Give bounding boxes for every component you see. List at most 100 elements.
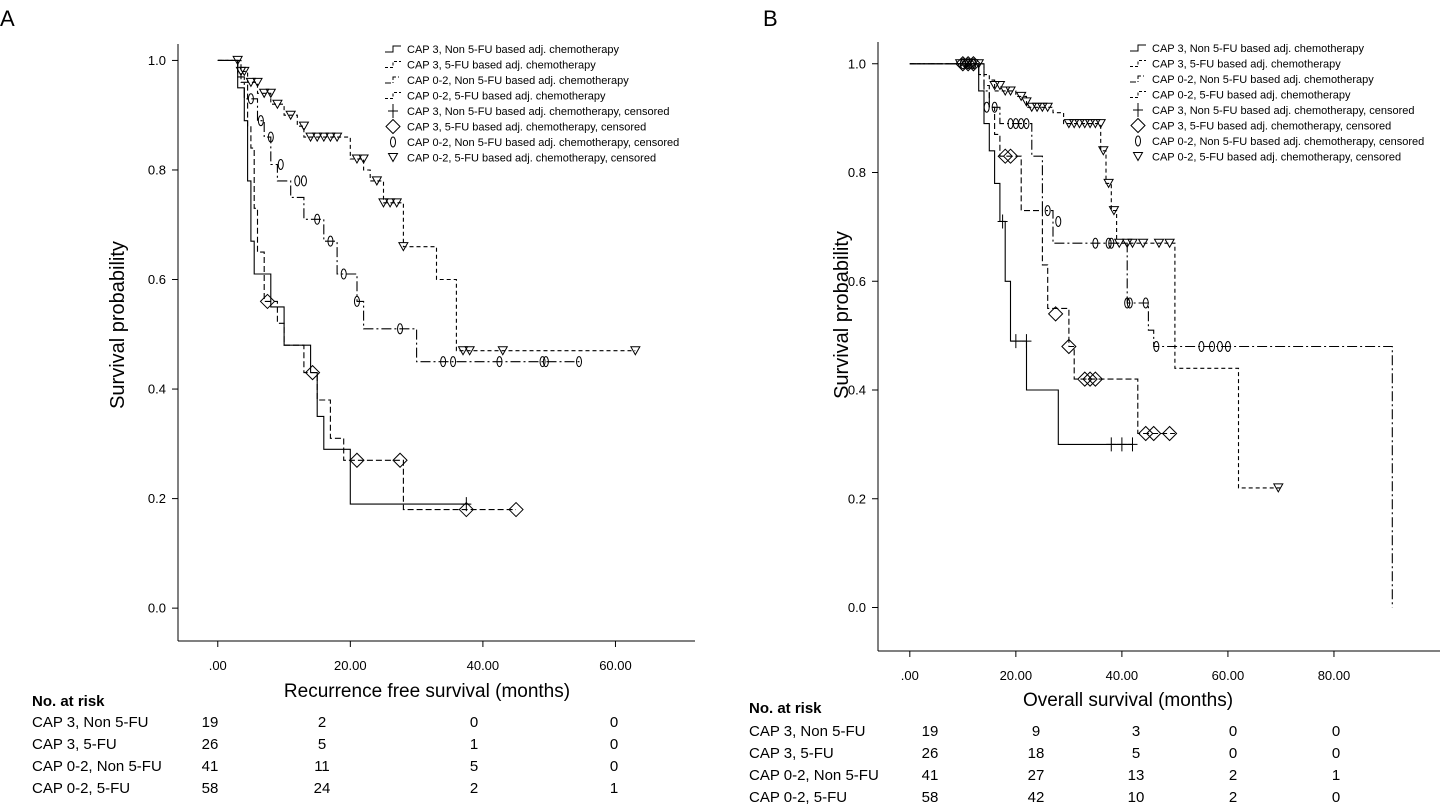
panel-b-series-2-censor-mark bbox=[997, 148, 1013, 164]
panel-a-series-4-censor-mark bbox=[629, 346, 641, 356]
panel-a-risk-cell: 0 bbox=[610, 758, 618, 775]
panel-b-series-4-censor-mark bbox=[1272, 483, 1284, 493]
panel-a-series-4-censor-mark bbox=[272, 99, 283, 110]
panel-a-series-3-censor-mark bbox=[257, 115, 264, 127]
panel-a-series-4-censor-mark bbox=[351, 154, 363, 165]
panel-a-y-tick-label: 1.0 bbox=[148, 53, 166, 68]
panel-a-legend-label: CAP 0-2, Non 5-FU based adj. chemotherap… bbox=[407, 137, 679, 149]
panel-b-series-4-censor-mark bbox=[1164, 238, 1175, 249]
panel-a-series-4-censor-mark bbox=[258, 88, 270, 99]
panel-b-x-label: Overall survival (months) bbox=[1023, 690, 1233, 711]
panel-b-series-4-censor-mark bbox=[1079, 119, 1091, 129]
panel-b-series-4-censor-mark bbox=[1103, 178, 1114, 189]
panel-a-series-4-censor-mark bbox=[238, 66, 250, 77]
panel-b-risk-row-label: CAP 0-2, Non 5-FU bbox=[749, 767, 879, 784]
panel-a-series-3-censor-mark bbox=[542, 356, 549, 368]
panel-b-risk-cell: 42 bbox=[1028, 789, 1045, 806]
panel-b-risk-row-label: CAP 3, 5-FU bbox=[749, 745, 834, 762]
panel-b-series-4-censor-mark bbox=[1037, 102, 1048, 113]
panel-a-risk-cell: 0 bbox=[610, 714, 618, 731]
panel-a-series-4-censor-mark bbox=[232, 55, 244, 66]
panel-a-series-3-censor-mark bbox=[539, 356, 546, 368]
panel-a-series-4-censor-mark bbox=[358, 154, 369, 165]
panel-b-risk-cell: 1 bbox=[1332, 767, 1340, 784]
panel-b-y-tick-label: 1.0 bbox=[848, 56, 866, 71]
panel-b-risk-cell: 19 bbox=[922, 723, 939, 740]
panel-b-series-3-censor-mark bbox=[1142, 297, 1149, 309]
panel-a-series-2-censor-mark bbox=[508, 501, 524, 518]
panel-b-series-4-censor-mark bbox=[973, 59, 985, 69]
panel-b-series-4-censor-mark bbox=[1068, 119, 1080, 129]
panel-b-series-4-censor-mark bbox=[1108, 206, 1120, 216]
panel-b-series-4-censor-mark bbox=[1042, 102, 1054, 113]
panel-b-series-4-censor-mark bbox=[962, 59, 974, 69]
panel-b-x-tick-label: 20.00 bbox=[1000, 668, 1033, 683]
panel-b-risk-row-label: CAP 3, Non 5-FU bbox=[749, 723, 865, 740]
panel-a-y-tick-label: 0.4 bbox=[148, 382, 166, 397]
panel-a-series-4-censor-mark bbox=[265, 88, 277, 99]
panel-a-risk-cell: 11 bbox=[314, 758, 330, 775]
panel-a-risk-cell: 41 bbox=[202, 758, 219, 775]
panel-a-legend-symbol bbox=[388, 104, 398, 118]
panel-b-series-3-censor-mark bbox=[1023, 118, 1030, 130]
panel-a-series-3-censor-mark bbox=[450, 356, 457, 368]
panel-a-risk-row-label: CAP 0-2, 5-FU bbox=[32, 780, 130, 797]
panel-b-legend-label: CAP 3, 5-FU based adj. chemotherapy bbox=[1152, 59, 1341, 71]
panel-b-legend-symbol bbox=[1130, 117, 1146, 134]
panel-b-series-3-censor-mark bbox=[983, 101, 990, 113]
panel-b-x-tick-label: .00 bbox=[901, 668, 919, 683]
panel-b-series-4-censor-mark bbox=[1015, 91, 1027, 102]
panel-b-x-tick-label: 40.00 bbox=[1106, 668, 1139, 683]
panel-a-y-tick-label: 0.2 bbox=[148, 491, 166, 506]
panel-a-series-3-censor-mark bbox=[327, 235, 334, 247]
panel-b-y-tick-label: 0.4 bbox=[848, 383, 866, 398]
panel-a-legend-symbol bbox=[390, 136, 396, 148]
panel-b-y-tick-label: 0.2 bbox=[848, 491, 866, 506]
panel-a-legend-label: CAP 3, 5-FU based adj. chemotherapy bbox=[407, 60, 596, 72]
panel-a-series-4-censor-mark bbox=[497, 346, 509, 356]
panel-b-legend-symbol bbox=[1133, 103, 1143, 117]
panel-a-legend-label: CAP 0-2, 5-FU based adj. chemotherapy, c… bbox=[407, 153, 656, 165]
panel-b-series-4-censor-mark bbox=[999, 86, 1011, 96]
panel-b-series-3-censor-mark bbox=[1153, 341, 1160, 352]
panel-a-series-4-censor-mark bbox=[464, 346, 475, 356]
panel-b-series-4-censor-mark bbox=[989, 81, 1000, 91]
panel-b-legend-symbol bbox=[1135, 135, 1141, 147]
panel-b-series-4-censor-mark bbox=[1031, 102, 1043, 113]
panel-a-legend-label: CAP 3, Non 5-FU based adj. chemotherapy bbox=[407, 44, 619, 56]
panel-b-legend-label: CAP 3, Non 5-FU based adj. chemotherapy bbox=[1152, 43, 1364, 55]
panel-b-series-2-censor-mark bbox=[1047, 306, 1064, 322]
panel-a-legend-symbol bbox=[385, 61, 401, 68]
panel-b-series-3-censor-mark bbox=[1108, 237, 1115, 249]
panel-b-series-2-censor-mark bbox=[1145, 425, 1162, 442]
panel-a-risk-cell: 58 bbox=[202, 780, 219, 797]
panel-a-series-4-censor-mark bbox=[325, 132, 336, 143]
panel-a-series-4-censor-mark bbox=[311, 132, 323, 143]
panel-b-risk-cell: 13 bbox=[1128, 767, 1145, 784]
panel-a-legend-label: CAP 0-2, Non 5-FU based adj. chemotherap… bbox=[407, 75, 629, 87]
panel-a-legend-symbol bbox=[385, 118, 401, 135]
panel-b-series-1-censor-mark bbox=[1010, 334, 1021, 349]
panel-a-risk-cell: 26 bbox=[202, 736, 219, 753]
panel-b-series-2-censor-mark bbox=[1161, 425, 1178, 442]
panel-a-risk-cell: 0 bbox=[470, 714, 478, 731]
panel-b-risk-cell: 18 bbox=[1028, 745, 1045, 762]
panel-b-series-3-censor-mark bbox=[1124, 297, 1131, 309]
panel-b-series-2-line bbox=[909, 63, 1175, 435]
panel-b-x-tick-label: 80.00 bbox=[1318, 668, 1351, 683]
panel-a-legend-label: CAP 3, 5-FU based adj. chemotherapy, cen… bbox=[407, 122, 646, 134]
panel-b-legend-label: CAP 0-2, 5-FU based adj. chemotherapy bbox=[1152, 90, 1351, 102]
panel-a-series-2-censor-mark bbox=[304, 364, 321, 381]
panel-a-x-tick-label: 20.00 bbox=[334, 658, 367, 673]
panel-a-series-3-censor-mark bbox=[340, 268, 347, 280]
panel-a-series-3-censor-mark bbox=[247, 93, 254, 105]
panel-a-series-2-censor-mark bbox=[392, 452, 408, 468]
panel-a-series-2-line bbox=[217, 59, 516, 511]
panel-b-legend-label: CAP 3, 5-FU based adj. chemotherapy, cen… bbox=[1152, 121, 1391, 133]
panel-a-series-4-censor-mark bbox=[252, 77, 263, 88]
panel-b-series-2-censor-mark bbox=[1077, 371, 1093, 387]
panel-b-series-3-censor-mark bbox=[1198, 341, 1205, 352]
panel-b-series-1-censor-mark bbox=[1021, 334, 1032, 349]
panel-a-series-4-censor-mark bbox=[378, 198, 389, 208]
